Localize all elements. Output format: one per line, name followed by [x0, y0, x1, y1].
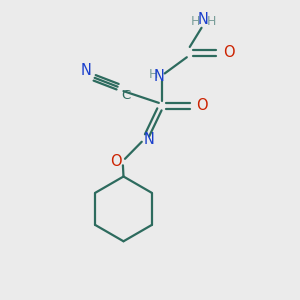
Text: C: C: [121, 89, 130, 102]
Text: N: N: [198, 12, 208, 27]
Text: O: O: [223, 45, 235, 60]
Text: H: H: [191, 15, 200, 28]
Text: N: N: [80, 63, 91, 78]
Text: H: H: [149, 68, 158, 81]
Text: H: H: [207, 15, 216, 28]
Text: N: N: [154, 69, 165, 84]
Text: O: O: [110, 154, 122, 169]
Text: N: N: [144, 132, 155, 147]
Text: O: O: [196, 98, 208, 113]
